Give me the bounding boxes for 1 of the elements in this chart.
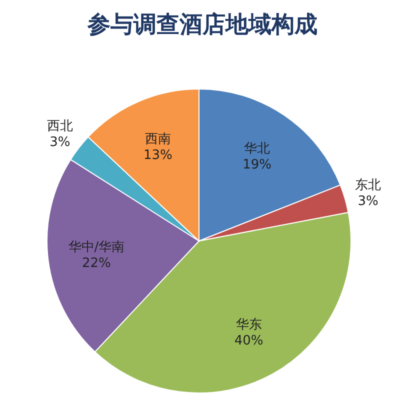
title: 参与调查酒店地域构成 <box>88 12 318 38</box>
